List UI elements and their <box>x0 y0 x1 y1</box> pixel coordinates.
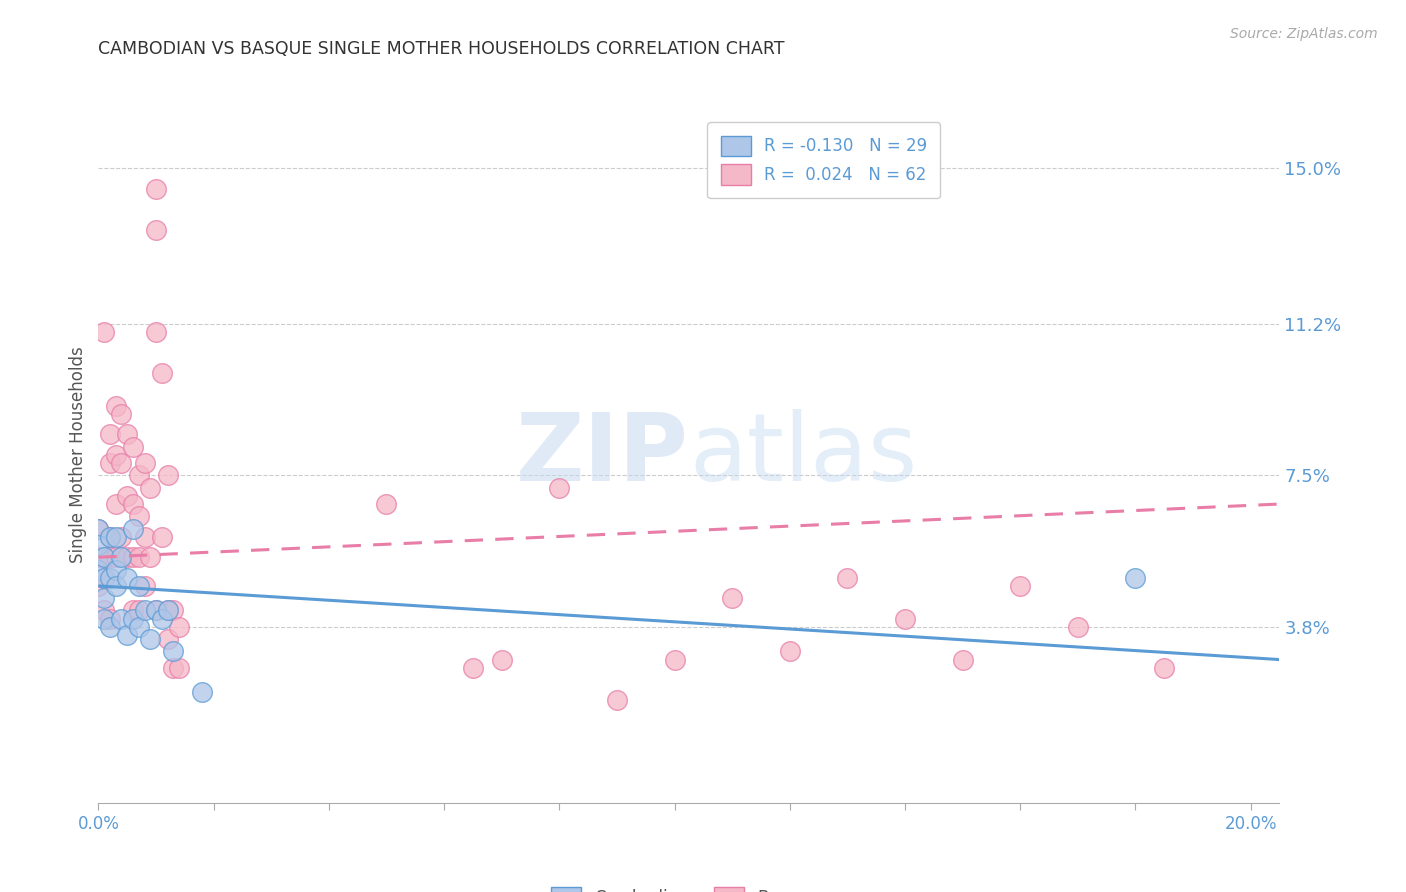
Point <box>122 603 145 617</box>
Point <box>110 550 132 565</box>
Y-axis label: Single Mother Households: Single Mother Households <box>69 347 87 563</box>
Point <box>98 550 121 565</box>
Point <box>145 223 167 237</box>
Point <box>128 550 150 565</box>
Point <box>87 562 110 576</box>
Point <box>115 628 138 642</box>
Point <box>156 632 179 646</box>
Point <box>122 612 145 626</box>
Point <box>115 489 138 503</box>
Legend: Cambodians, Basques: Cambodians, Basques <box>544 880 834 892</box>
Point <box>128 603 150 617</box>
Point <box>150 530 173 544</box>
Point <box>150 366 173 380</box>
Point <box>93 325 115 339</box>
Point <box>98 427 121 442</box>
Point <box>1067 620 1090 634</box>
Point <box>1153 661 1175 675</box>
Point <box>98 620 121 634</box>
Point <box>721 591 744 606</box>
Point <box>1010 579 1032 593</box>
Point <box>134 530 156 544</box>
Point <box>104 530 127 544</box>
Point <box>87 522 110 536</box>
Point <box>461 661 484 675</box>
Text: ZIP: ZIP <box>516 409 689 501</box>
Point <box>664 652 686 666</box>
Point <box>134 603 156 617</box>
Point <box>952 652 974 666</box>
Point <box>98 456 121 470</box>
Point <box>491 652 513 666</box>
Point <box>548 481 571 495</box>
Point <box>162 644 184 658</box>
Point <box>93 571 115 585</box>
Point <box>93 612 115 626</box>
Point <box>110 530 132 544</box>
Point <box>128 620 150 634</box>
Point <box>606 693 628 707</box>
Point <box>156 603 179 617</box>
Point <box>98 612 121 626</box>
Point <box>167 661 190 675</box>
Text: CAMBODIAN VS BASQUE SINGLE MOTHER HOUSEHOLDS CORRELATION CHART: CAMBODIAN VS BASQUE SINGLE MOTHER HOUSEH… <box>98 40 785 58</box>
Point <box>128 579 150 593</box>
Point <box>87 579 110 593</box>
Point <box>375 497 398 511</box>
Point <box>122 550 145 565</box>
Point <box>110 407 132 421</box>
Point <box>167 620 190 634</box>
Point <box>93 571 115 585</box>
Point <box>162 661 184 675</box>
Point <box>115 571 138 585</box>
Point <box>150 612 173 626</box>
Text: atlas: atlas <box>689 409 917 501</box>
Point <box>162 603 184 617</box>
Point <box>87 538 110 552</box>
Point <box>98 530 121 544</box>
Point <box>156 603 179 617</box>
Point <box>104 562 127 576</box>
Point <box>145 603 167 617</box>
Point <box>134 579 156 593</box>
Point <box>122 522 145 536</box>
Point <box>93 550 115 565</box>
Point <box>98 530 121 544</box>
Point <box>115 550 138 565</box>
Point <box>134 456 156 470</box>
Point <box>110 456 132 470</box>
Point <box>1125 571 1147 585</box>
Point <box>139 632 162 646</box>
Point <box>110 612 132 626</box>
Point <box>104 579 127 593</box>
Point <box>139 550 162 565</box>
Point <box>115 427 138 442</box>
Point <box>128 468 150 483</box>
Text: Source: ZipAtlas.com: Source: ZipAtlas.com <box>1230 27 1378 41</box>
Point <box>87 522 110 536</box>
Point <box>145 182 167 196</box>
Point <box>128 509 150 524</box>
Point <box>104 550 127 565</box>
Point <box>104 448 127 462</box>
Point <box>104 497 127 511</box>
Point <box>779 644 801 658</box>
Point <box>98 571 121 585</box>
Point <box>93 591 115 606</box>
Point <box>145 603 167 617</box>
Point <box>104 399 127 413</box>
Point <box>122 440 145 454</box>
Point <box>139 481 162 495</box>
Point <box>122 497 145 511</box>
Point <box>93 550 115 565</box>
Point <box>191 685 214 699</box>
Point <box>837 571 859 585</box>
Point <box>145 325 167 339</box>
Point <box>93 603 115 617</box>
Point <box>87 550 110 565</box>
Point <box>894 612 917 626</box>
Point <box>156 468 179 483</box>
